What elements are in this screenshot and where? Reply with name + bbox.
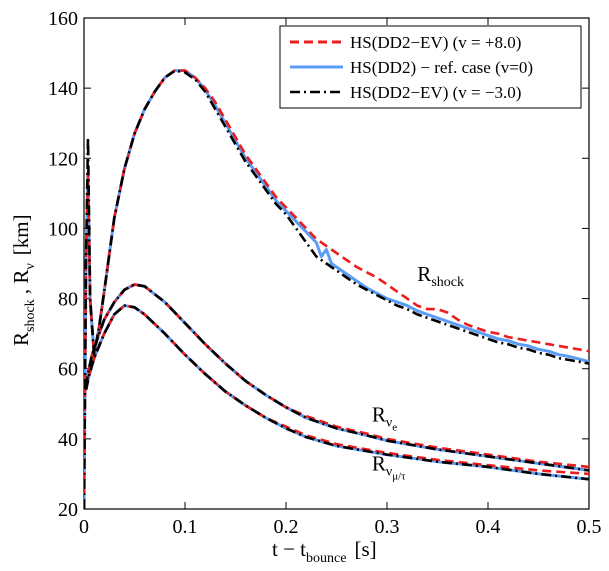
y-tick-label: 40 [58,429,78,451]
x-tick-label: 0.5 [577,516,602,538]
x-tick-label: 0 [79,516,89,538]
series-line-nu_e [84,283,589,469]
y-tick-label: 140 [48,78,78,100]
x-axis-label: t − tbounce [s] [272,537,377,566]
y-tick-label: 60 [58,359,78,381]
y-tick-label: 100 [48,218,78,240]
y-tick-label: 120 [48,148,78,170]
y-tick-label: 80 [58,289,78,311]
series-layer [84,69,589,509]
legend-label-ev-plus8: HS(DD2−EV) (v = +8.0) [350,33,521,52]
y-axis-label: Rshock , Rν[km] [9,214,38,346]
y-axis-ticks: 20 40 60 80 100 120 140 160 [48,8,589,521]
annotation-r-nu-mu-tau: Rνμ/τ [372,451,406,482]
series-line-shock [84,69,589,509]
series-line-nu_mu_tau [84,304,589,481]
x-tick-label: 0.3 [375,516,400,538]
plot-frame [83,17,590,510]
x-tick-label: 0.1 [173,516,198,538]
x-tick-label: 0.2 [274,516,299,538]
series-line-nu_e [84,283,589,472]
x-tick-label: 0.4 [476,516,501,538]
y-tick-label: 20 [58,499,78,521]
x-axis-ticks: 0 0.1 0.2 0.3 0.4 0.5 [79,18,602,538]
annotation-r-shock: Rshock [417,262,464,290]
y-tick-label: 160 [48,8,78,30]
legend-label-ev-minus3: HS(DD2−EV) (v = −3.0) [350,83,521,102]
annotation-r-nu-e: Rνe [372,402,397,433]
legend: HS(DD2−EV) (v = +8.0) HS(DD2) − ref. cas… [279,25,582,109]
series-line-nu_e [84,283,589,472]
legend-label-ref-case: HS(DD2) − ref. case (v=0) [350,58,533,77]
